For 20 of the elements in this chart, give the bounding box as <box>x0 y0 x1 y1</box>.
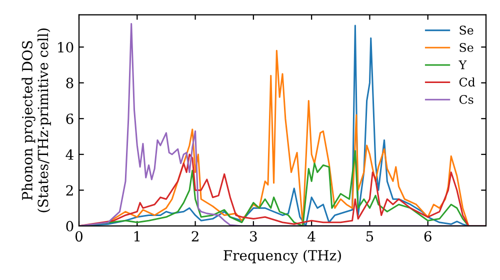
y-tick-label: 2 <box>66 185 73 196</box>
y-tick-label: 10 <box>58 42 74 53</box>
x-tick-label: 2 <box>192 231 198 242</box>
y-tick-label: 8 <box>66 78 74 88</box>
x-tick-label: 0 <box>75 231 82 242</box>
y-axis-title: Phonon projected DOS (States/THz·primitive cell) <box>22 28 51 212</box>
x-tick-label: 5 <box>366 231 374 242</box>
y-tick-label: 4 <box>66 149 74 160</box>
x-tick-label: 4 <box>308 231 316 242</box>
y-tick-label: 6 <box>66 114 74 124</box>
legend-label: Se <box>460 26 474 35</box>
legend-label: Cd <box>459 77 476 87</box>
x-tick-label: 1 <box>134 231 140 242</box>
legend-label: Se <box>460 43 474 52</box>
y-tick-label: 0 <box>66 220 74 232</box>
x-tick-label: 3 <box>250 231 257 242</box>
legend-label: Cs <box>459 94 474 104</box>
legend-label: Y <box>458 60 467 70</box>
x-axis-title: Frequency (THz) <box>224 250 341 264</box>
x-tick-label: 6 <box>424 231 432 242</box>
